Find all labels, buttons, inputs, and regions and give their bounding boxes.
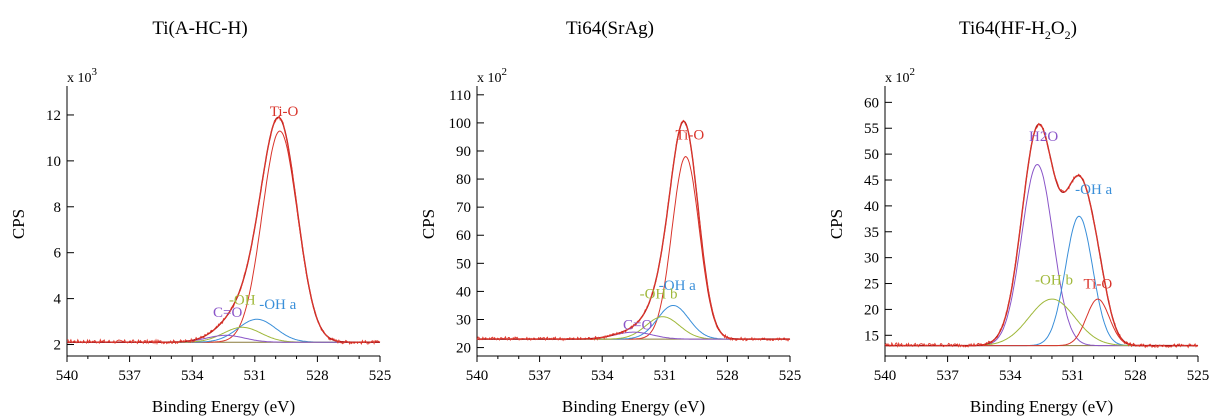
x-tick-label: 537	[528, 368, 551, 384]
y-axis-multiplier-exponent: 2	[910, 66, 916, 78]
y-tick-label: 35	[864, 225, 879, 241]
peak-label: -OH b	[1035, 273, 1073, 289]
y-tick-label: 8	[54, 200, 62, 216]
chart-title-part: Ti64(HF-H	[959, 18, 1045, 39]
x-tick-label: 525	[1187, 368, 1210, 384]
y-axis-multiplier-exponent: 3	[92, 66, 98, 78]
raw-spectrum-line	[884, 122, 1199, 349]
chart-title: Ti64(SrAg)	[566, 18, 654, 39]
x-axis-label: Binding Energy (eV)	[562, 397, 705, 416]
y-tick-label: 50	[456, 256, 471, 272]
chart-panel-ti-a-hc-h: Ti(A-HC-H) 540 537 534 531 528 525 2 4 6 8 10 12 x 1…	[0, 0, 400, 418]
y-axis-multiplier-base: x 10	[477, 71, 502, 86]
y-tick-label: 4	[54, 292, 62, 308]
x-tick-label: 528	[1124, 368, 1147, 384]
peak-component-line	[885, 163, 1198, 347]
y-tick-label: 50	[864, 147, 879, 163]
y-tick-label: 25	[864, 277, 879, 293]
x-tick-label: 540	[466, 368, 489, 384]
y-axis-multiplier: x 102	[885, 66, 915, 86]
chart-panel-ti64-hf-h2o2: Ti64(HF-H2O2) 540 537 534 531 528 525 15 20 25 30…	[818, 0, 1218, 418]
x-tick-label: 528	[306, 368, 329, 384]
chart-title-subscript: 2	[1044, 27, 1051, 42]
y-tick-label: 100	[449, 116, 472, 132]
peak-label: C=O	[623, 317, 652, 333]
y-tick-label: 110	[449, 88, 471, 104]
x-tick-label: 525	[779, 368, 802, 384]
y-axis-multiplier: x 103	[67, 66, 98, 86]
y-axis-multiplier: x 102	[477, 66, 507, 86]
chart-title: Ti64(HF-H2O2)	[818, 18, 1218, 43]
x-tick-label: 528	[716, 368, 739, 384]
chart-svg: 540 537 534 531 528 525 15 20 25 30 35 40 45 50 55 60 x …	[827, 66, 1210, 416]
peak-label: -OH a	[1075, 182, 1112, 198]
y-tick-label: 40	[456, 284, 471, 300]
peak-label: -OH a	[259, 297, 296, 313]
chart-title: Ti(A-HC-H)	[152, 18, 248, 39]
y-tick-label: 60	[456, 228, 471, 244]
y-tick-label: 90	[456, 144, 471, 160]
chart-title-part: O	[1050, 18, 1065, 39]
x-axis-label: Binding Energy (eV)	[970, 397, 1113, 416]
x-tick-label: 534	[181, 368, 204, 384]
peak-label: Ti-O	[676, 128, 705, 144]
y-axis-multiplier-base: x 10	[885, 71, 910, 86]
y-tick-label: 30	[864, 251, 879, 267]
peak-component-line	[477, 156, 790, 340]
y-axis-label: CPS	[419, 209, 438, 239]
peak-label: C=O	[213, 305, 242, 321]
x-tick-label: 540	[56, 368, 79, 384]
envelope-fit-line	[477, 120, 790, 340]
y-axis-multiplier-base: x 10	[67, 71, 92, 86]
peak-label: -OH b	[640, 286, 678, 302]
x-tick-label: 534	[591, 368, 614, 384]
x-tick-label: 534	[999, 368, 1022, 384]
peak-label: -OH a	[659, 278, 696, 294]
chart-svg: 540 537 534 531 528 525 20 30 40 50 60 70 80 90 100 110…	[419, 66, 802, 416]
y-tick-label: 12	[46, 108, 61, 124]
y-axis-label: CPS	[827, 209, 846, 239]
peak-label: Ti-O	[270, 104, 299, 120]
peak-component-line	[885, 298, 1198, 347]
x-tick-label: 540	[874, 368, 897, 384]
y-tick-label: 80	[456, 172, 471, 188]
y-tick-label: 60	[864, 95, 879, 111]
x-tick-label: 531	[654, 368, 677, 384]
raw-spectrum-line	[476, 119, 791, 342]
y-tick-label: 40	[864, 199, 879, 215]
x-tick-label: 537	[936, 368, 959, 384]
y-tick-label: 70	[456, 200, 471, 216]
y-tick-label: 55	[864, 121, 879, 137]
raw-spectrum-line	[66, 114, 381, 346]
y-tick-label: 10	[46, 154, 61, 170]
peak-label: H2O	[1029, 129, 1058, 145]
y-axis-multiplier-exponent: 2	[502, 66, 508, 78]
y-axis-label: CPS	[9, 209, 28, 239]
y-tick-label: 20	[456, 341, 471, 357]
x-tick-label: 531	[1062, 368, 1085, 384]
y-tick-label: 45	[864, 173, 879, 189]
x-axis-label: Binding Energy (eV)	[152, 397, 295, 416]
chart-title-part: )	[1070, 18, 1077, 39]
x-tick-label: 537	[118, 368, 141, 384]
y-tick-label: 6	[54, 246, 62, 262]
peak-label: -OH	[229, 292, 256, 308]
chart-svg: 540 537 534 531 528 525 2 4 6 8 10 12 x 103 Binding E…	[9, 66, 392, 416]
envelope-fit-line	[885, 123, 1198, 347]
peak-label: Ti-O	[1084, 277, 1113, 293]
y-tick-label: 2	[54, 338, 62, 354]
y-tick-label: 15	[864, 328, 879, 344]
y-tick-label: 20	[864, 302, 879, 318]
peak-component-line	[885, 298, 1198, 347]
chart-panel-ti64-srag: Ti64(SrAg) 540 537 534 531 528 525 20 30 40 50 60 7…	[410, 0, 810, 418]
x-tick-label: 525	[369, 368, 392, 384]
x-tick-label: 531	[244, 368, 267, 384]
y-tick-label: 30	[456, 312, 471, 328]
chart-title-subscript: 2	[1064, 27, 1071, 42]
